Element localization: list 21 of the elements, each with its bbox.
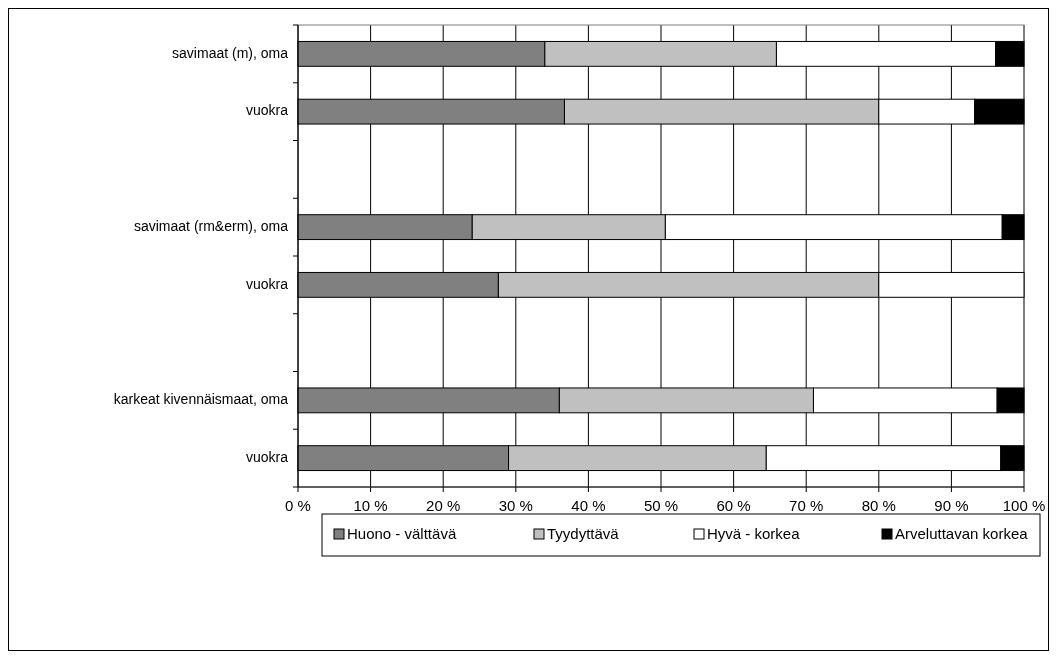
y-tick-label: savimaat (rm&erm), oma [133,217,289,234]
x-tick-label: 30 % [498,497,533,514]
x-tick-label: 50 % [643,497,679,514]
x-tick-label: 100 % [1002,497,1046,514]
x-tick-label: 10 % [353,497,388,514]
y-tick-label: vuokra [245,448,289,465]
x-tick-label: 20 % [426,497,461,514]
y-tick-label: karkeat kivennäismaat, oma [113,391,289,408]
legend-label: Hyvä - korkea [707,524,801,542]
y-tick-label: vuokra [245,102,289,119]
legend-label: Arveluttavan korkea [895,524,1029,542]
x-tick-label: 80 % [861,497,896,514]
legend-label: Huono - välttävä [347,524,457,542]
legend-label: Tyydyttävä [547,524,620,542]
x-tick-label: 60 % [716,497,751,514]
y-tick-label: vuokra [245,275,289,292]
y-tick-label: savimaat (m), oma [172,44,289,61]
x-tick-label: 90 % [934,497,969,514]
x-tick-label: 40 % [571,497,606,514]
x-tick-label: 0 % [285,497,311,514]
x-tick-label: 70 % [789,497,824,514]
